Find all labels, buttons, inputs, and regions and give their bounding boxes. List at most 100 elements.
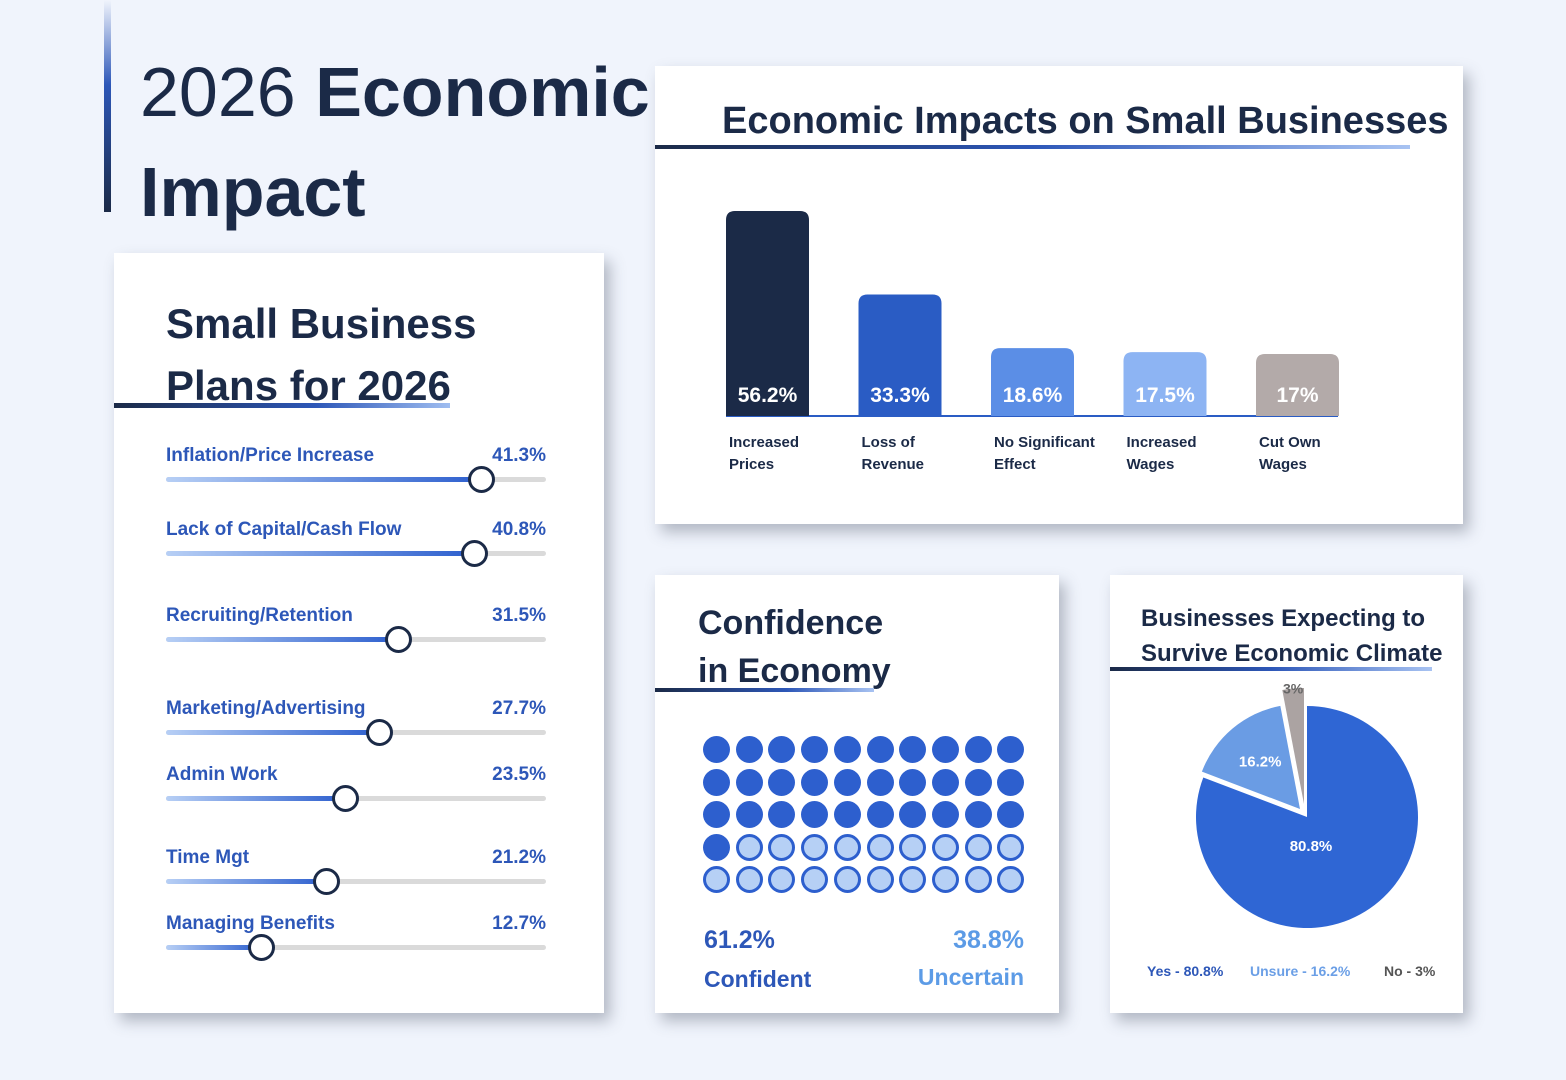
uncertain-dot	[997, 833, 1025, 861]
plans-card: Small Business Plans for 2026 Inflation/…	[114, 253, 604, 1013]
page-title-year: 2026	[140, 53, 296, 131]
confident-dot	[703, 833, 730, 861]
confident-dot	[866, 736, 894, 763]
confidence-title: Confidence in Economy	[698, 599, 891, 695]
plan-row: Managing Benefits 12.7%	[166, 913, 546, 961]
plans-title: Small Business Plans for 2026	[166, 293, 476, 417]
survive-pie-chart: 80.8% 16.2% 3%	[1196, 681, 1418, 928]
pie-slice	[1196, 706, 1418, 928]
bar	[991, 348, 1074, 416]
bar-value-label: 18.6%	[1003, 384, 1063, 407]
confidence-card: Confidence in Economy 61.2% Confident 38…	[655, 575, 1059, 1013]
confident-label: Confident	[704, 966, 812, 992]
uncertain-dot	[735, 866, 763, 893]
bar-category-label: Effect	[994, 456, 1036, 473]
plan-slider-knob	[331, 785, 359, 812]
confident-dot	[703, 768, 730, 796]
page-title: 2026 Economic Impact	[140, 42, 660, 242]
bar-category-label: Wages	[1127, 456, 1175, 473]
plan-row: Marketing/Advertising 27.7%	[166, 698, 546, 746]
plan-slider-track	[166, 719, 546, 746]
plan-value: 40.8%	[492, 519, 546, 540]
bar-category-label: Cut Own	[1259, 434, 1321, 451]
confident-dot	[833, 768, 861, 796]
title-accent-bar	[104, 0, 111, 212]
uncertain-dot	[899, 866, 927, 893]
survive-title: Businesses Expecting to Survive Economic…	[1141, 601, 1442, 671]
plan-row: Recruiting/Retention 31.5%	[166, 605, 546, 653]
impacts-card: Economic Impacts on Small Businesses 56.…	[655, 66, 1463, 524]
uncertain-dot	[735, 833, 763, 861]
impacts-title-light: on Small Businesses	[1068, 100, 1449, 142]
plan-slider-fill	[166, 730, 379, 735]
bar	[1123, 352, 1207, 416]
plan-slider-knob	[468, 466, 496, 493]
uncertain-label: Uncertain	[917, 964, 1024, 990]
uncertain-dot	[866, 833, 894, 861]
bar	[726, 211, 809, 416]
confident-dot	[997, 768, 1025, 796]
uncertain-dot	[801, 833, 829, 861]
plan-slider-knob	[312, 868, 340, 895]
confident-dot	[833, 801, 861, 828]
confident-dot	[801, 736, 829, 763]
confident-dot	[899, 768, 927, 796]
plan-label: Recruiting/Retention	[166, 605, 353, 626]
confident-dot	[833, 736, 861, 763]
confident-dot	[997, 801, 1025, 828]
plans-underline	[114, 403, 450, 408]
impacts-bar-chart: 56.2% Increased Prices 33.3% Loss of Revenue 1…	[726, 211, 1339, 473]
bar-value-label: 33.3%	[870, 384, 930, 407]
confidence-title-bold: Economy	[737, 652, 891, 690]
survive-title-line1: Businesses Expecting to	[1141, 605, 1426, 632]
uncertain-dot	[833, 833, 861, 861]
plan-label: Managing Benefits	[166, 913, 335, 934]
confident-dot	[735, 736, 763, 763]
impacts-title-bold: Economic Impacts	[722, 100, 1058, 142]
confident-dot	[866, 801, 894, 828]
plan-slider-track	[166, 868, 546, 895]
plan-slider-fill	[166, 879, 326, 884]
uncertain-dot	[833, 866, 861, 893]
plan-value: 12.7%	[492, 913, 546, 934]
bar-category-label: Increased	[729, 434, 799, 451]
plan-value: 41.3%	[492, 445, 546, 466]
confident-dot	[931, 736, 959, 763]
plan-label: Time Mgt	[166, 847, 250, 868]
pie-value-label: 80.8%	[1290, 838, 1333, 855]
uncertain-dot	[997, 866, 1025, 893]
impacts-underline	[655, 145, 1410, 149]
bar-category-label: No Significant	[994, 434, 1095, 451]
confident-dot	[866, 768, 894, 796]
legend-yes: Yes - 80.8%	[1147, 963, 1224, 979]
confident-dot	[899, 801, 927, 828]
plan-slider-knob	[248, 934, 275, 961]
bar-category-label: Prices	[729, 456, 774, 473]
plan-slider-track	[166, 626, 546, 653]
plan-slider-knob	[460, 540, 488, 567]
legend-no: No - 3%	[1384, 963, 1436, 979]
confident-dot	[964, 736, 992, 763]
confident-dot	[735, 768, 763, 796]
plan-slider-track	[166, 466, 546, 493]
uncertain-dot	[866, 866, 894, 893]
pie-slice	[1201, 705, 1300, 809]
uncertain-dot	[964, 833, 992, 861]
uncertain-dot	[801, 866, 829, 893]
plan-label: Lack of Capital/Cash Flow	[166, 519, 402, 540]
pie-slice	[1282, 688, 1304, 804]
bar-value-label: 17%	[1276, 384, 1318, 407]
confident-dot	[801, 768, 829, 796]
bar-category-label: Revenue	[862, 456, 925, 473]
plans-title-line2: Plans for 2026	[166, 362, 451, 409]
uncertain-dot	[931, 866, 959, 893]
plan-slider-track	[166, 934, 546, 961]
plan-slider-fill	[166, 796, 345, 801]
plan-row: Lack of Capital/Cash Flow 40.8%	[166, 519, 546, 567]
confident-dot	[735, 801, 763, 828]
confidence-underline	[655, 688, 874, 692]
uncertain-dot	[768, 833, 796, 861]
plan-label: Marketing/Advertising	[166, 698, 366, 719]
plans-title-line1: Small Business	[166, 300, 477, 347]
confident-dot	[801, 801, 829, 828]
